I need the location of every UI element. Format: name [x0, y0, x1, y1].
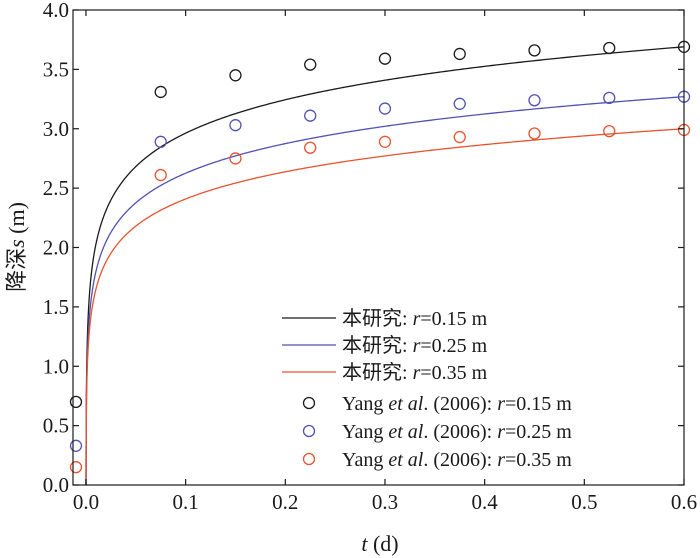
- legend-swatch-marker-r025: [302, 424, 316, 438]
- legend-swatch-marker-r035: [302, 452, 316, 466]
- x-axis-variable: t: [361, 531, 368, 556]
- y-tick-label: 1.5: [43, 295, 69, 319]
- y-axis-text: 降深: [4, 248, 29, 292]
- x-axis-label: t (d): [361, 531, 398, 556]
- data-point-5-7: [603, 124, 616, 138]
- data-point-3-5: [453, 47, 466, 61]
- x-tick-label: 0.5: [571, 490, 597, 514]
- data-point-3-3: [304, 58, 317, 71]
- legend-label-line-r015: 本研究: r=0.15 m: [342, 307, 488, 330]
- series-line-0: [85, 46, 685, 486]
- legend-entry-line-r025: 本研究: r=0.25 m: [282, 334, 488, 357]
- data-point-5-3: [304, 141, 317, 154]
- y-axis-label: 降深s (m): [4, 202, 29, 292]
- data-point-4-0: [69, 439, 83, 452]
- x-tick-label: 0.6: [671, 490, 697, 514]
- data-point-3-7: [603, 41, 616, 55]
- y-tick-label: 2.5: [43, 176, 69, 200]
- legend-entry-marker-r035: Yang et al. (2006): r=0.35 m: [302, 449, 572, 471]
- ticks: 0.0 0.1 0.2 0.3 0.4 0.5 0.6 0.0 0.5 1.0 1.5 2.0 2.5 3…: [43, 0, 697, 514]
- x-tick-label: 0.3: [372, 490, 398, 514]
- legend-entry-marker-r025: Yang et al. (2006): r=0.25 m: [302, 421, 572, 443]
- data-point-5-1: [154, 168, 167, 182]
- data-point-4-1: [154, 135, 167, 148]
- data-point-3-0: [69, 395, 83, 409]
- data-point-5-4: [378, 135, 392, 148]
- data-point-3-2: [229, 69, 242, 82]
- x-tick-label: 0.0: [73, 490, 99, 514]
- legend-entry-marker-r015: Yang et al. (2006): r=0.15 m: [302, 393, 572, 415]
- data-point-4-2: [229, 119, 242, 132]
- y-tick-label: 4.0: [43, 0, 69, 22]
- data-point-3-4: [378, 52, 392, 65]
- data-point-3-1: [154, 85, 167, 99]
- y-tick-label: 0.5: [43, 414, 69, 438]
- y-axis-variable: s: [4, 239, 29, 248]
- data-point-5-5: [453, 130, 466, 144]
- data-point-4-4: [378, 102, 392, 115]
- legend-label-line-r035: 本研究: r=0.35 m: [342, 361, 488, 384]
- y-tick-label: 0.0: [43, 473, 69, 497]
- data-point-5-0: [69, 461, 83, 474]
- series-line-2: [85, 128, 685, 486]
- x-tick-label: 0.1: [173, 490, 199, 514]
- data-point-4-5: [453, 97, 466, 110]
- x-tick-label: 0.2: [272, 490, 298, 514]
- legend-entry-line-r015: 本研究: r=0.15 m: [282, 307, 488, 330]
- y-tick-label: 1.0: [43, 354, 69, 378]
- y-tick-label: 3.5: [43, 57, 69, 81]
- y-tick-label: 2.0: [43, 236, 69, 260]
- data-point-5-2: [229, 152, 242, 165]
- legend-swatch-marker-r015: [302, 396, 316, 410]
- series-line-1: [85, 96, 685, 486]
- data-point-4-7: [603, 91, 616, 105]
- legend-entry-line-r035: 本研究: r=0.35 m: [282, 361, 488, 384]
- data-point-4-6: [528, 94, 541, 107]
- data-point-3-6: [528, 44, 541, 57]
- y-tick-label: 3.0: [43, 117, 69, 141]
- legend-label-line-r025: 本研究: r=0.25 m: [342, 334, 488, 357]
- legend-label-marker-r035: Yang et al. (2006): r=0.35 m: [342, 449, 572, 471]
- legend: 本研究: r=0.15 m 本研究: r=0.25 m 本研究: r=0.35 …: [282, 307, 572, 471]
- data-point-4-3: [304, 109, 317, 122]
- legend-label-marker-r015: Yang et al. (2006): r=0.15 m: [342, 393, 572, 415]
- x-tick-label: 0.4: [472, 490, 499, 514]
- legend-label-marker-r025: Yang et al. (2006): r=0.25 m: [342, 421, 572, 443]
- data-point-5-6: [528, 127, 541, 140]
- x-axis-unit: (d): [367, 531, 398, 556]
- y-axis-unit: (m): [4, 202, 29, 239]
- plot-marks: [69, 40, 691, 486]
